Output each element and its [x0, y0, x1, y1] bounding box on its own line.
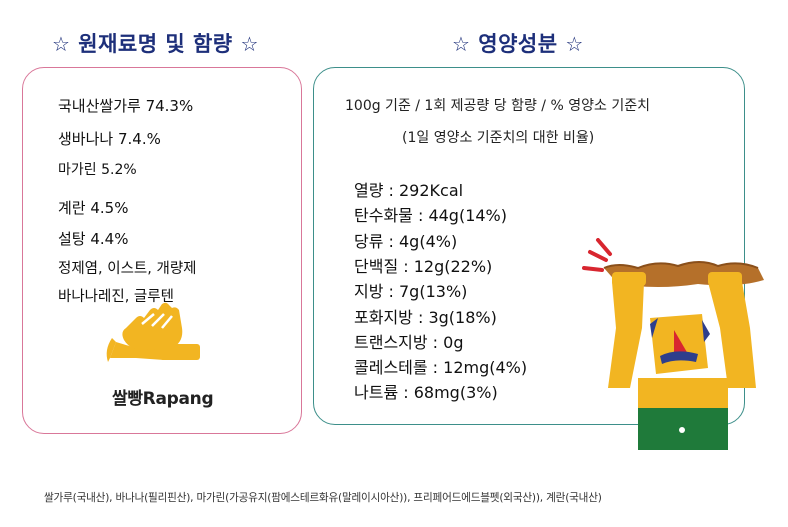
nutrition-heading: ☆ 영양성분 ☆ [452, 28, 584, 58]
star-icon: ☆ [52, 32, 71, 56]
ingredient-item: 계란 4.5% [58, 199, 129, 217]
nutrition-basis: 100g 기준 / 1회 제공량 당 함량 / % 영양소 기준치 [345, 98, 650, 114]
nutrition-item: 나트륨 : 68mg(3%) [354, 383, 498, 402]
origin-footnote: 쌀가루(국내산), 바나나(필리핀산), 마가린(가공유지(팜에스테르화유(말레… [44, 492, 602, 504]
ingredient-item: 바나나레진, 글루텐 [58, 289, 174, 305]
ingredient-item: 생바나나 7.4.% [58, 130, 161, 148]
star-icon: ☆ [452, 32, 471, 56]
nutrition-note: (1일 영양소 기준치의 대한 비율) [402, 130, 595, 146]
nutrition-heading-label: 영양성분 [478, 32, 558, 56]
nutrition-item: 포화지방 : 3g(18%) [354, 308, 497, 327]
nutrition-item: 열량 : 292Kcal [354, 181, 464, 200]
ingredient-item: 마가린 5.2% [58, 162, 137, 178]
nutrition-item: 콜레스테롤 : 12mg(4%) [354, 358, 528, 377]
ingredient-item: 설탕 4.4% [58, 230, 129, 248]
ingredients-heading: ☆ 원재료명 및 함량 ☆ [52, 28, 259, 58]
hand-trumpet-logo-icon [102, 302, 232, 412]
ingredients-box [22, 67, 302, 434]
nutrition-item: 탄수화물 : 44g(14%) [354, 206, 508, 225]
ingredients-heading-label: 원재료명 및 함량 [78, 32, 233, 56]
nutrition-item: 지방 : 7g(13%) [354, 282, 468, 301]
brand-name: 쌀빵Rapang [112, 389, 214, 409]
nutrition-item: 당류 : 4g(4%) [354, 232, 458, 251]
star-icon: ☆ [240, 32, 259, 56]
ingredient-item: 정제염, 이스트, 개량제 [58, 261, 197, 277]
star-icon: ☆ [565, 32, 584, 56]
nutrition-item: 단백질 : 12g(22%) [354, 257, 493, 276]
nutrition-item: 트랜스지방 : 0g [354, 333, 464, 352]
strongman-lifting-bread-icon [578, 238, 774, 450]
ingredient-item: 국내산쌀가루 74.3% [58, 97, 194, 115]
